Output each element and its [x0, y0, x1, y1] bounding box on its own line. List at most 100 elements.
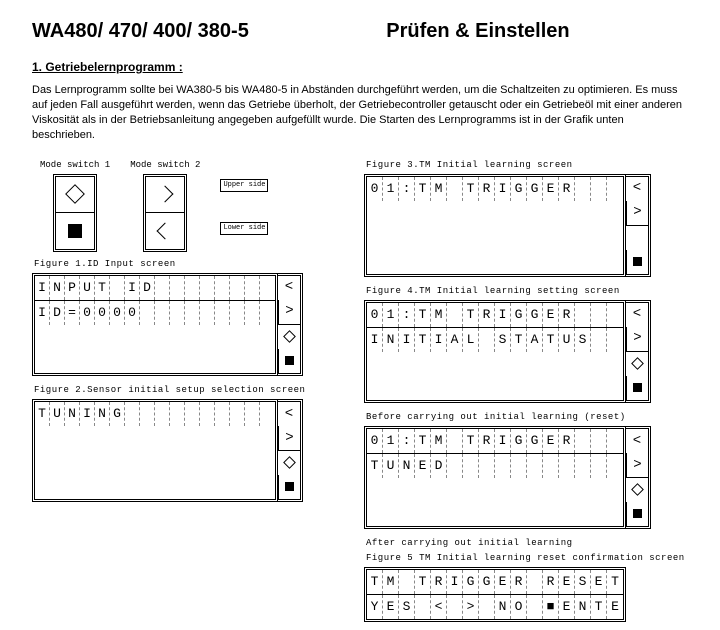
lcd-cell: R — [479, 303, 495, 327]
lcd-cell — [185, 301, 200, 325]
figure5-label: Figure 5 TM Initial learning reset confi… — [366, 552, 688, 564]
lcd-cell: N — [495, 595, 511, 619]
lcd-cell: R — [559, 303, 575, 327]
lcd-cell: N — [95, 402, 110, 426]
lcd-cell — [447, 595, 463, 619]
mode2-label: Mode switch 2 — [130, 159, 200, 171]
lcd-cell — [575, 429, 591, 453]
lcd-cell: 0 — [367, 303, 383, 327]
lcd-cell — [591, 177, 607, 201]
lcd-cell: G — [463, 570, 479, 594]
lcd-cell: G — [527, 303, 543, 327]
figure1-label: Figure 1.ID Input screen — [34, 258, 342, 270]
lcd-cell: A — [527, 328, 543, 352]
lcd-cell: R — [543, 570, 559, 594]
lcd-cell: G — [511, 429, 527, 453]
lcd-cell: T — [543, 328, 559, 352]
lcd-cell — [260, 301, 275, 325]
lcd-cell: R — [479, 177, 495, 201]
lcd-cell — [527, 454, 543, 478]
lcd-cell — [200, 402, 215, 426]
section-text: Das Lernprogramm sollte bei WA380-5 bis … — [32, 83, 688, 142]
lcd-cell — [591, 429, 607, 453]
lcd-cell: N — [65, 402, 80, 426]
lcd-cell: U — [50, 402, 65, 426]
lcd-cell — [125, 402, 140, 426]
lcd-cell: U — [383, 454, 399, 478]
lcd-cell: N — [399, 454, 415, 478]
lcd-cell: T — [367, 454, 383, 478]
lcd-cell — [607, 429, 623, 453]
lcd-cell: T — [95, 276, 110, 300]
lcd-cell: ■ — [543, 595, 559, 619]
lcd-cell: T — [35, 402, 50, 426]
lcd-cell: U — [80, 276, 95, 300]
lcd-cell — [591, 303, 607, 327]
mode-switch-1: Mode switch 1 — [40, 159, 110, 252]
chevron-right-icon — [157, 186, 174, 203]
lcd-cell: E — [543, 429, 559, 453]
lcd-cell: S — [575, 570, 591, 594]
lcd-cell: G — [110, 402, 125, 426]
lcd-cell — [215, 402, 230, 426]
lcd-cell — [607, 177, 623, 201]
lcd-cell: I — [495, 429, 511, 453]
lcd-cell — [479, 454, 495, 478]
mode-switch-2: Mode switch 2 — [130, 159, 200, 252]
lcd-cell: A — [447, 328, 463, 352]
lcd-cell: < — [431, 595, 447, 619]
lcd-cell: 0 — [125, 301, 140, 325]
lcd-cell: T — [607, 570, 623, 594]
lcd-cell: T — [367, 570, 383, 594]
lcd-cell — [495, 454, 511, 478]
lcd-cell: T — [511, 328, 527, 352]
lcd-cell — [140, 301, 155, 325]
lcd-cell — [575, 303, 591, 327]
lcd-cell — [479, 328, 495, 352]
mode1-label: Mode switch 1 — [40, 159, 110, 171]
lcd-cell: T — [463, 429, 479, 453]
lcd-cell: E — [559, 570, 575, 594]
lcd-cell: E — [559, 595, 575, 619]
lcd-cell: I — [495, 177, 511, 201]
lcd-cell: 0 — [80, 301, 95, 325]
lcd-cell — [170, 402, 185, 426]
lcd-cell: E — [415, 454, 431, 478]
figure3-label: Figure 3.TM Initial learning screen — [366, 159, 688, 171]
lcd-cell: S — [495, 328, 511, 352]
lcd-cell — [245, 276, 260, 300]
page-title-left: WA480/ 470/ 400/ 380-5 — [32, 18, 386, 45]
lcd-cell: U — [559, 328, 575, 352]
lcd-cell — [447, 454, 463, 478]
lcd-cell: 0 — [95, 301, 110, 325]
lcd-cell: N — [383, 328, 399, 352]
lcd-cell — [215, 276, 230, 300]
before-label: Before carrying out initial learning (re… — [366, 411, 688, 423]
figure1-lcd: INPUT ID ID=0000 <> — [32, 273, 342, 376]
lcd-cell — [170, 301, 185, 325]
lcd-cell — [215, 301, 230, 325]
lcd-cell — [527, 570, 543, 594]
lcd-cell: G — [511, 177, 527, 201]
lcd-cell: E — [383, 595, 399, 619]
before-lcd: 01:TM TRIGGER TUNED <> — [364, 426, 688, 529]
lcd-cell: S — [399, 595, 415, 619]
square-icon — [68, 224, 82, 238]
lcd-cell: G — [527, 177, 543, 201]
page-title-right: Prüfen & Einstellen — [386, 18, 569, 45]
lcd-cell — [447, 177, 463, 201]
lcd-cell: I — [35, 301, 50, 325]
upper-side-label: Upper side — [220, 179, 268, 192]
lcd-cell: I — [447, 570, 463, 594]
lcd-cell — [140, 402, 155, 426]
lcd-cell: I — [495, 303, 511, 327]
lcd-cell — [415, 595, 431, 619]
right-column: Figure 3.TM Initial learning screen 01:T… — [364, 153, 688, 630]
figure3-lcd: 01:TM TRIGGER <> — [364, 174, 688, 277]
lcd-cell: T — [415, 429, 431, 453]
lcd-cell — [110, 276, 125, 300]
lcd-cell — [185, 276, 200, 300]
lcd-cell: I — [35, 276, 50, 300]
lcd-cell: T — [415, 328, 431, 352]
lcd-cell: T — [415, 570, 431, 594]
